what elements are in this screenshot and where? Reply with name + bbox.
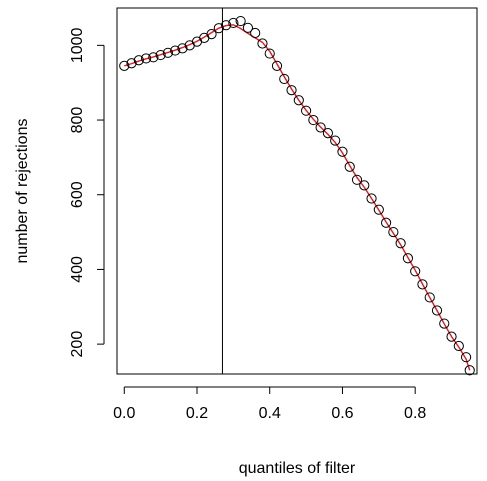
x-tick-label: 0.6	[331, 405, 353, 422]
data-point	[242, 22, 254, 33]
data-point	[126, 58, 137, 69]
data-point	[439, 318, 450, 329]
data-point	[170, 45, 181, 56]
data-point	[322, 128, 334, 139]
data-point	[315, 122, 326, 133]
data-point	[133, 55, 144, 66]
data-point	[453, 340, 464, 352]
data-point	[373, 204, 384, 215]
data-points	[119, 15, 475, 376]
data-point	[464, 365, 475, 376]
data-point	[293, 95, 304, 106]
data-point	[148, 52, 159, 63]
data-point	[213, 23, 224, 34]
data-point	[257, 38, 268, 49]
data-point	[446, 331, 457, 342]
data-point	[460, 352, 472, 363]
data-point	[308, 114, 319, 126]
data-point	[337, 146, 348, 157]
data-point	[300, 105, 312, 116]
data-point	[228, 17, 239, 29]
data-point	[271, 60, 283, 71]
data-point	[424, 292, 435, 303]
data-point	[359, 180, 370, 191]
plot-frame	[116, 7, 478, 375]
x-tick-label: 0.0	[113, 405, 135, 422]
x-axis-title: quantiles of filter	[239, 460, 356, 477]
data-point	[155, 49, 166, 61]
data-point	[431, 305, 443, 316]
y-axis-title: number of rejections	[14, 119, 31, 264]
data-point	[206, 29, 217, 40]
data-point	[235, 15, 246, 27]
data-point	[177, 43, 188, 54]
data-point	[388, 226, 399, 238]
data-point	[417, 279, 428, 290]
data-point	[220, 20, 232, 31]
y-tick-label: 200	[69, 331, 86, 358]
y-tick-label: 600	[69, 181, 86, 208]
data-point	[344, 161, 355, 172]
data-point	[395, 238, 406, 249]
data-point	[351, 174, 363, 185]
data-point	[402, 253, 414, 264]
x-tick-label: 0.8	[404, 405, 426, 422]
y-axis: 200 400 600 800 1000	[69, 27, 105, 358]
data-point	[366, 193, 377, 204]
data-point	[286, 85, 297, 96]
data-point	[380, 217, 392, 228]
x-tick-label: 0.2	[186, 405, 208, 422]
data-point	[264, 48, 275, 59]
data-point	[330, 135, 341, 146]
data-point	[250, 27, 261, 39]
y-tick-label: 1000	[69, 27, 86, 63]
data-point	[410, 266, 421, 277]
data-point	[140, 53, 152, 64]
x-tick-label: 0.4	[259, 405, 281, 422]
y-tick-label: 400	[69, 256, 86, 283]
data-point	[279, 73, 290, 85]
fit-line	[124, 24, 471, 371]
x-axis: 0.0 0.2 0.4 0.6 0.8	[113, 386, 426, 422]
y-tick-label: 800	[69, 107, 86, 134]
data-point	[162, 47, 174, 58]
data-point	[119, 60, 130, 71]
